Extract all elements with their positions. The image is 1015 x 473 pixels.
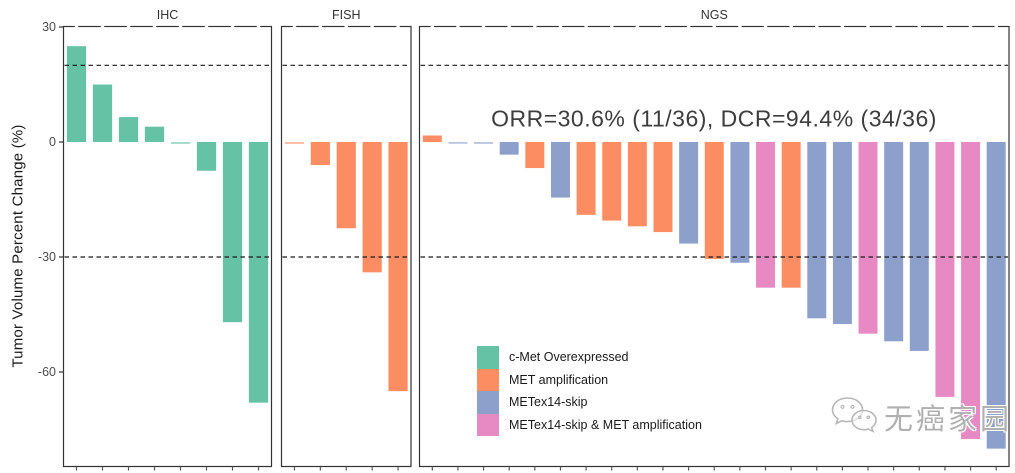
legend-item-overexpressed: c-Met Overexpressed	[477, 346, 702, 369]
y-tick-label: -30	[38, 250, 56, 264]
legend-label-overexpressed: c-Met Overexpressed	[509, 350, 629, 365]
bar-ngs-19	[884, 142, 904, 342]
bar-fish-4	[362, 142, 382, 273]
bar-ihc-3	[118, 117, 139, 142]
y-tick-label: -60	[38, 365, 56, 379]
legend-swatch-skip_amp	[477, 413, 499, 436]
bar-ngs-7	[576, 142, 596, 215]
bar-ngs-8	[602, 142, 622, 221]
legend-swatch-skip	[477, 391, 499, 414]
y-tick-label: 0	[49, 135, 56, 149]
bar-ngs-1	[422, 135, 442, 142]
bar-ngs-13	[730, 142, 750, 263]
bar-ngs-22	[961, 142, 981, 440]
legend-swatch-overexpressed	[477, 346, 499, 369]
legend-label-skip_amp: METex14-skip & MET amplification	[509, 417, 702, 432]
panel-title-fish: FISH	[332, 8, 360, 22]
bar-ngs-9	[627, 142, 647, 227]
legend-swatch-amplification	[477, 368, 499, 391]
bar-ngs-5	[525, 142, 545, 169]
bar-ngs-11	[679, 142, 699, 244]
watermark: 无癌家园	[831, 396, 1012, 438]
bar-ngs-2	[448, 142, 468, 144]
legend-item-amplification: MET amplification	[477, 368, 702, 391]
legend-item-skip_amp: METex14-skip & MET amplification	[477, 413, 702, 436]
orr-dcr-annotation: ORR=30.6% (11/36), DCR=94.4% (34/36)	[491, 105, 937, 132]
bar-ngs-17	[832, 142, 852, 325]
bar-fish-2	[310, 142, 330, 165]
bar-fish-3	[336, 142, 356, 229]
legend-label-skip: METex14-skip	[509, 395, 588, 410]
legend-label-amplification: MET amplification	[509, 372, 609, 387]
bar-ngs-14	[756, 142, 775, 288]
bar-ihc-8	[248, 142, 269, 403]
bar-ngs-18	[858, 142, 878, 334]
bar-ngs-12	[704, 142, 724, 259]
bar-ngs-6	[550, 142, 570, 198]
bar-ihc-5	[170, 142, 191, 144]
legend-item-skip: METex14-skip	[477, 391, 702, 414]
bar-ngs-21	[935, 142, 955, 397]
panel-title-ngs: NGS	[701, 8, 728, 22]
watermark-text: 无癌家园	[884, 404, 1013, 436]
bar-ihc-1	[66, 46, 87, 142]
bar-fish-5	[388, 142, 408, 392]
bar-ngs-23	[986, 142, 1006, 449]
bar-ihc-7	[222, 142, 243, 323]
y-axis-title: Tumor Volume Percent Change (%)	[9, 124, 27, 368]
bar-ngs-3	[474, 142, 494, 144]
bar-ngs-20	[909, 142, 929, 351]
legend: c-Met Overexpressed MET amplification METe…	[477, 346, 702, 436]
bar-ihc-6	[196, 142, 217, 171]
bar-ihc-4	[144, 126, 165, 142]
bar-ngs-4	[499, 142, 519, 155]
panel-title-ihc: IHC	[157, 8, 179, 22]
bar-ngs-16	[807, 142, 827, 319]
bar-ihc-2	[92, 84, 113, 142]
wechat-icon	[831, 397, 877, 434]
bar-fish-1	[284, 142, 305, 144]
bar-ngs-10	[653, 142, 673, 233]
y-tick-label: 30	[42, 20, 56, 34]
panel-border-ihc	[62, 25, 273, 468]
bar-ngs-15	[781, 142, 801, 288]
